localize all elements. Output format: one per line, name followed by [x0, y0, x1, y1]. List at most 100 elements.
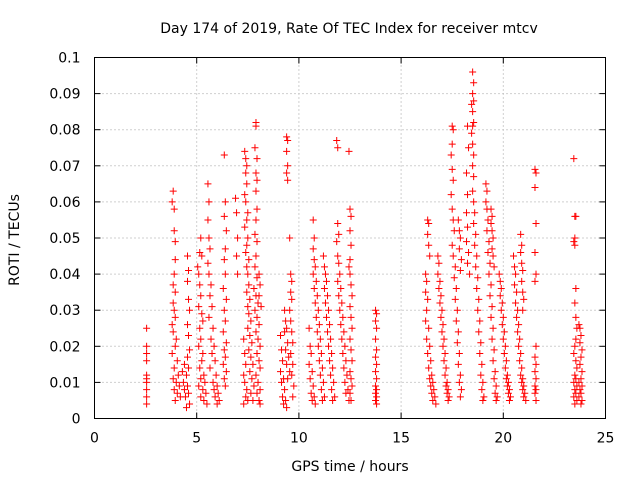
data-point [429, 396, 437, 404]
data-point [169, 299, 177, 307]
data-point [488, 303, 496, 311]
data-point [425, 241, 433, 249]
data-point [340, 328, 348, 336]
data-point [222, 339, 230, 347]
data-point [571, 400, 579, 408]
data-point [242, 393, 250, 401]
data-point [578, 368, 586, 376]
data-point [498, 321, 506, 329]
data-point [322, 313, 330, 321]
data-point [254, 335, 262, 343]
data-point [289, 360, 297, 368]
data-point [470, 79, 478, 87]
data-point [202, 389, 210, 397]
data-point [208, 350, 216, 358]
data-point [281, 386, 289, 394]
data-point [241, 223, 249, 231]
data-point [490, 375, 498, 383]
data-point [244, 234, 252, 242]
y-tick-label: 0.07 [49, 159, 80, 175]
data-point [184, 382, 192, 390]
data-point [209, 378, 217, 386]
data-point [143, 350, 151, 358]
data-point [307, 350, 315, 358]
data-point [373, 393, 381, 401]
data-point [286, 306, 294, 314]
data-point [234, 234, 242, 242]
data-point [519, 266, 527, 274]
data-point [278, 378, 286, 386]
data-point [454, 360, 462, 368]
data-point [372, 317, 380, 325]
data-point [432, 400, 440, 408]
data-point [200, 371, 208, 379]
data-point [440, 357, 448, 365]
data-point [342, 357, 350, 365]
data-point [143, 342, 151, 350]
data-point [489, 324, 497, 332]
data-point [256, 364, 264, 372]
data-point [576, 360, 584, 368]
data-point [499, 335, 507, 343]
data-point [517, 230, 525, 238]
data-point [423, 335, 431, 343]
data-point [325, 342, 333, 350]
data-point [325, 306, 333, 314]
data-point [331, 393, 339, 401]
data-point [518, 378, 526, 386]
data-point [372, 382, 380, 390]
data-point [320, 263, 328, 271]
data-point [341, 342, 349, 350]
data-point [519, 386, 527, 394]
data-point [436, 277, 444, 285]
data-point [171, 342, 179, 350]
data-point [517, 371, 525, 379]
data-point [572, 285, 580, 293]
data-point [337, 321, 345, 329]
data-point [482, 198, 490, 206]
data-point [570, 238, 578, 246]
data-point [315, 357, 323, 365]
data-point [488, 212, 496, 220]
data-point [347, 212, 355, 220]
data-point [184, 353, 192, 361]
data-point [470, 151, 478, 159]
data-point [373, 346, 381, 354]
data-point [196, 364, 204, 372]
data-point [449, 252, 457, 260]
data-point [185, 364, 193, 372]
data-point [480, 393, 488, 401]
data-point [321, 270, 329, 278]
data-point [336, 306, 344, 314]
data-point [334, 144, 342, 152]
data-point [373, 386, 381, 394]
data-point [180, 360, 188, 368]
data-point [197, 234, 205, 242]
data-point [246, 368, 254, 376]
data-point [252, 328, 260, 336]
data-point [532, 386, 540, 394]
data-point [465, 248, 473, 256]
data-point [489, 234, 497, 242]
x-tick-label: 0 [90, 431, 99, 447]
data-point [373, 360, 381, 368]
data-point [441, 371, 449, 379]
data-point [348, 382, 356, 390]
data-point [242, 155, 250, 163]
data-point [447, 151, 455, 159]
data-point [504, 389, 512, 397]
data-point [466, 270, 474, 278]
data-point [439, 342, 447, 350]
data-point [496, 292, 504, 300]
data-point [504, 378, 512, 386]
data-point [499, 313, 507, 321]
data-point [443, 389, 451, 397]
data-point [333, 238, 341, 246]
data-point [320, 393, 328, 401]
data-point [313, 292, 321, 300]
data-point [241, 147, 249, 155]
data-point [171, 396, 179, 404]
data-point [242, 360, 250, 368]
data-point [495, 270, 503, 278]
data-point [531, 183, 539, 191]
